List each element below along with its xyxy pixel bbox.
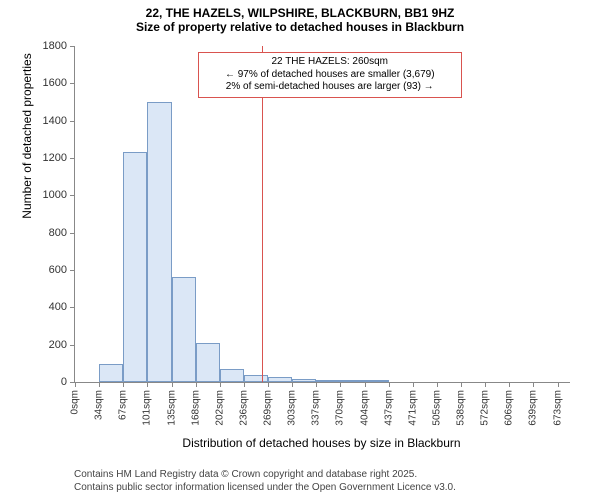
- x-tick: [340, 382, 341, 387]
- histogram-bar: [220, 369, 244, 382]
- footer-line-1: Contains HM Land Registry data © Crown c…: [74, 469, 456, 482]
- x-tick-label: 673sqm: [552, 390, 563, 426]
- x-tick-label: 572sqm: [480, 390, 491, 426]
- x-tick: [389, 382, 390, 387]
- footer-note: Contains HM Land Registry data © Crown c…: [74, 469, 456, 494]
- x-tick-label: 168sqm: [190, 390, 201, 426]
- histogram-bar: [123, 152, 147, 382]
- x-tick: [147, 382, 148, 387]
- x-tick: [365, 382, 366, 387]
- x-tick: [316, 382, 317, 387]
- histogram-bar: [244, 375, 268, 382]
- x-tick-label: 34sqm: [94, 390, 105, 420]
- y-tick-label: 1200: [43, 152, 75, 164]
- x-tick: [172, 382, 173, 387]
- y-tick-label: 400: [49, 301, 75, 313]
- annotation-box: 22 THE HAZELS: 260sqm← 97% of detached h…: [198, 52, 462, 98]
- x-tick-label: 639sqm: [528, 390, 539, 426]
- footer-line-2: Contains public sector information licen…: [74, 482, 456, 495]
- x-tick-label: 437sqm: [383, 390, 394, 426]
- x-tick-label: 404sqm: [359, 390, 370, 426]
- x-tick-label: 101sqm: [142, 390, 153, 426]
- x-tick: [268, 382, 269, 387]
- histogram-bar: [147, 102, 171, 382]
- x-tick: [292, 382, 293, 387]
- title-line-1: 22, THE HAZELS, WILPSHIRE, BLACKBURN, BB…: [0, 6, 600, 20]
- title-block: 22, THE HAZELS, WILPSHIRE, BLACKBURN, BB…: [0, 6, 600, 35]
- y-tick-label: 1600: [43, 77, 75, 89]
- x-tick: [485, 382, 486, 387]
- x-tick-label: 236sqm: [238, 390, 249, 426]
- y-axis-label: Number of detached properties: [20, 0, 34, 304]
- x-tick-label: 0sqm: [70, 390, 81, 414]
- x-tick: [413, 382, 414, 387]
- x-tick: [244, 382, 245, 387]
- x-tick-label: 269sqm: [263, 390, 274, 426]
- x-tick-label: 370sqm: [335, 390, 346, 426]
- x-tick-label: 303sqm: [287, 390, 298, 426]
- histogram-bar: [340, 380, 364, 382]
- y-tick-label: 1400: [43, 115, 75, 127]
- x-tick: [558, 382, 559, 387]
- x-tick: [509, 382, 510, 387]
- x-axis-label: Distribution of detached houses by size …: [74, 436, 569, 450]
- y-tick-label: 600: [49, 264, 75, 276]
- x-tick-label: 471sqm: [407, 390, 418, 426]
- x-tick: [75, 382, 76, 387]
- annotation-line: 22 THE HAZELS: 260sqm: [205, 56, 455, 69]
- plot-area: 0200400600800100012001400160018000sqm34s…: [74, 46, 570, 383]
- histogram-bar: [99, 364, 123, 382]
- x-tick-label: 505sqm: [431, 390, 442, 426]
- histogram-bar: [292, 379, 316, 382]
- x-tick-label: 135sqm: [166, 390, 177, 426]
- histogram-bar: [268, 377, 292, 382]
- x-tick: [123, 382, 124, 387]
- y-tick-label: 800: [49, 227, 75, 239]
- histogram-bar: [365, 380, 389, 382]
- x-tick: [437, 382, 438, 387]
- y-tick-label: 1000: [43, 189, 75, 201]
- title-line-2: Size of property relative to detached ho…: [0, 20, 600, 34]
- y-tick-label: 200: [49, 339, 75, 351]
- x-tick-label: 67sqm: [118, 390, 129, 420]
- histogram-bar: [316, 380, 340, 382]
- x-tick: [220, 382, 221, 387]
- x-tick: [99, 382, 100, 387]
- x-tick: [533, 382, 534, 387]
- annotation-line: ← 97% of detached houses are smaller (3,…: [205, 69, 455, 82]
- y-tick-label: 1800: [43, 40, 75, 52]
- x-tick-label: 337sqm: [311, 390, 322, 426]
- x-tick-label: 202sqm: [214, 390, 225, 426]
- x-tick-label: 538sqm: [456, 390, 467, 426]
- annotation-line: 2% of semi-detached houses are larger (9…: [205, 81, 455, 94]
- x-tick: [196, 382, 197, 387]
- histogram-bar: [196, 343, 220, 382]
- x-tick-label: 606sqm: [504, 390, 515, 426]
- y-tick-label: 0: [61, 376, 75, 388]
- histogram-bar: [172, 277, 196, 382]
- chart-container: 22, THE HAZELS, WILPSHIRE, BLACKBURN, BB…: [0, 0, 600, 500]
- x-tick: [461, 382, 462, 387]
